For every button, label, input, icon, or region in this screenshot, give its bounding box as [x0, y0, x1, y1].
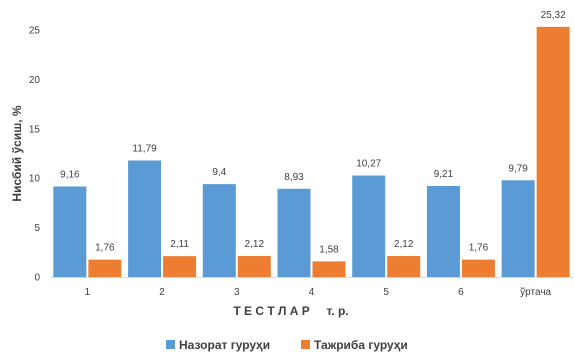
- data-label-control: 11,79: [132, 144, 157, 155]
- x-tick-label: 5: [383, 287, 389, 298]
- legend-label-experiment: Тажриба гуруҳи: [314, 338, 408, 352]
- bar-control: [202, 184, 236, 277]
- x-tick-label: 1: [85, 287, 91, 298]
- bar-experiment: [88, 259, 122, 277]
- x-tick-label: 6: [458, 287, 464, 298]
- data-label-experiment: 2,12: [245, 239, 265, 250]
- x-tick-label: ўртача: [520, 286, 551, 298]
- y-tick-label: 5: [34, 223, 40, 234]
- bar-control: [501, 180, 535, 277]
- data-labels-group: 9,16 1,76 11,79 2,11 9,4 2,12 8,93 1,58 10,27 2,1…: [60, 10, 566, 256]
- data-label-control: 8,93: [284, 172, 304, 183]
- y-axis-title: Нисбий ўсиш, %: [10, 105, 24, 201]
- legend: Назорат гуруҳи Тажриба гуруҳи: [166, 338, 408, 352]
- data-label-control: 9,4: [212, 167, 226, 178]
- data-label-experiment: 2,12: [394, 239, 414, 250]
- data-label-experiment: 1,76: [95, 243, 115, 254]
- bars-group: [53, 26, 570, 278]
- bar-control: [128, 160, 162, 277]
- data-label-control: 9,16: [60, 169, 80, 180]
- data-label-experiment: 1,76: [469, 243, 489, 254]
- data-label-control: 10,27: [356, 159, 381, 170]
- bar-control: [53, 186, 87, 277]
- legend-swatch-experiment: [301, 340, 310, 349]
- legend-label-control: Назорат гуруҳи: [179, 338, 270, 352]
- bar-experiment: [312, 261, 346, 277]
- bar-experiment: [163, 256, 197, 277]
- y-tick-label: 25: [29, 26, 41, 37]
- y-tick-label: 10: [29, 174, 41, 185]
- y-tick-label: 0: [34, 273, 40, 284]
- data-label-control: 9,21: [434, 169, 454, 180]
- data-label-experiment: 1,58: [319, 244, 339, 255]
- bar-experiment: [536, 26, 570, 278]
- bar-experiment: [237, 256, 271, 277]
- data-label-experiment: 25,32: [541, 10, 566, 21]
- y-axis-ticks: 0 5 10 15 20 25: [29, 26, 41, 284]
- y-tick-label: 15: [29, 124, 41, 135]
- data-label-experiment: 2,11: [170, 239, 189, 250]
- legend-swatch-control: [166, 340, 175, 349]
- x-tick-label: 4: [309, 287, 315, 298]
- bar-control: [352, 175, 386, 277]
- bar-control: [426, 186, 460, 277]
- bar-experiment: [387, 256, 421, 277]
- bar-control: [277, 188, 311, 277]
- data-label-control: 9,79: [508, 163, 528, 174]
- x-tick-label: 2: [159, 287, 165, 298]
- x-tick-label: 3: [234, 287, 240, 298]
- x-axis-ticks: 1 2 3 4 5 6 ўртача: [85, 286, 552, 298]
- y-tick-label: 20: [29, 75, 41, 86]
- x-axis-title: Т Е С Т Л А Р т. р.: [233, 304, 348, 318]
- bar-experiment: [461, 259, 495, 277]
